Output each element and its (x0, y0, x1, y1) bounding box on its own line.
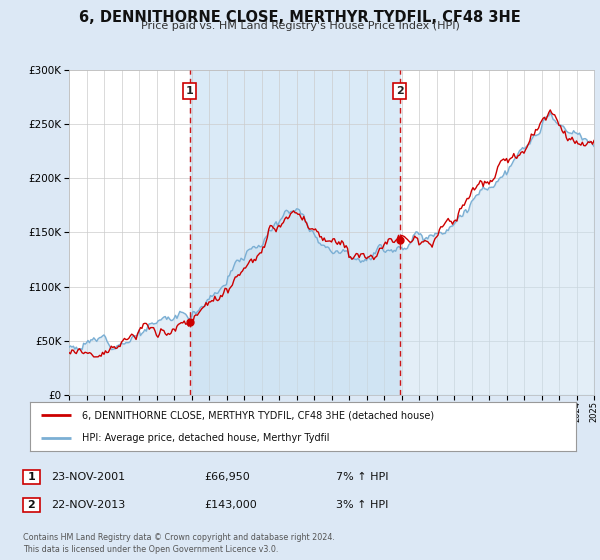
Text: £143,000: £143,000 (204, 500, 257, 510)
Text: 2: 2 (396, 86, 404, 96)
Bar (190, 70, 400, 395)
Text: Contains HM Land Registry data © Crown copyright and database right 2024.
This d: Contains HM Land Registry data © Crown c… (23, 533, 335, 554)
Text: 1: 1 (186, 86, 194, 96)
Text: 6, DENNITHORNE CLOSE, MERTHYR TYDFIL, CF48 3HE (detached house): 6, DENNITHORNE CLOSE, MERTHYR TYDFIL, CF… (82, 410, 434, 421)
Text: 6, DENNITHORNE CLOSE, MERTHYR TYDFIL, CF48 3HE: 6, DENNITHORNE CLOSE, MERTHYR TYDFIL, CF… (79, 10, 521, 25)
Text: 1: 1 (28, 472, 35, 482)
Text: 23-NOV-2001: 23-NOV-2001 (51, 472, 125, 482)
Text: £66,950: £66,950 (204, 472, 250, 482)
Text: 3% ↑ HPI: 3% ↑ HPI (336, 500, 388, 510)
Text: 2: 2 (28, 500, 35, 510)
Text: HPI: Average price, detached house, Merthyr Tydfil: HPI: Average price, detached house, Mert… (82, 433, 329, 444)
Text: Price paid vs. HM Land Registry's House Price Index (HPI): Price paid vs. HM Land Registry's House … (140, 21, 460, 31)
Text: 22-NOV-2013: 22-NOV-2013 (51, 500, 125, 510)
Text: 7% ↑ HPI: 7% ↑ HPI (336, 472, 389, 482)
